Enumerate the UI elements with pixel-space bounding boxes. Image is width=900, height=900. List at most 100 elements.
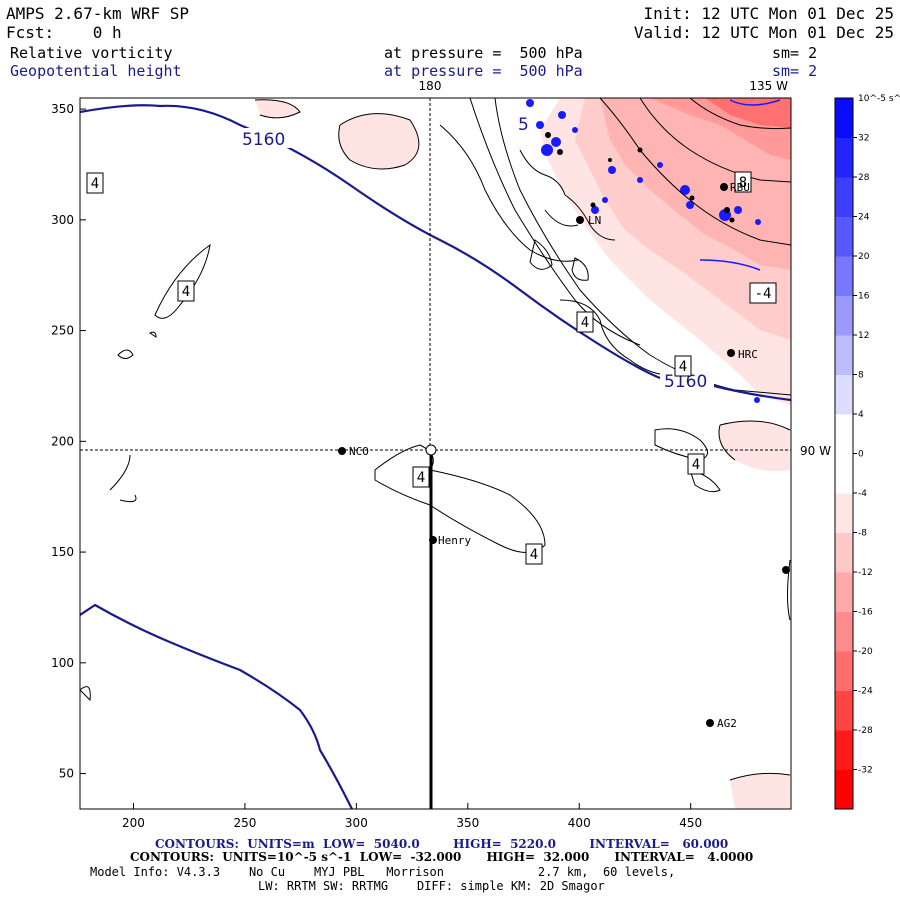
meridian-label-top-right: 135 W xyxy=(749,79,788,93)
colorbar-label: 32 xyxy=(858,134,869,144)
colorbar-label: 24 xyxy=(858,213,870,223)
svg-text:4: 4 xyxy=(530,547,538,563)
y-tick-label: 200 xyxy=(51,434,74,448)
x-tick-label: 450 xyxy=(679,816,702,830)
svg-text:-4: -4 xyxy=(755,286,772,302)
svg-text:4: 4 xyxy=(91,176,99,192)
x-tick-label: 200 xyxy=(122,816,145,830)
x-tick-label: 300 xyxy=(345,816,368,830)
vorticity-contour-info: CONTOURS: UNITS=10^-5 s^-1 LOW= -32.000 … xyxy=(130,850,754,864)
svg-text:AG2: AG2 xyxy=(717,717,737,730)
station-markers: NCO Henry HRC AG2 RBU LN xyxy=(338,181,790,730)
colorbar-segment xyxy=(835,572,853,612)
svg-text:LN: LN xyxy=(588,214,601,227)
y-tick-label: 300 xyxy=(51,213,74,227)
valid-time: Valid: 12 UTC Mon 01 Dec 25 xyxy=(633,23,894,42)
colorbar-label: 28 xyxy=(858,173,870,183)
y-tick-label: 100 xyxy=(51,656,74,670)
y-tick-label: 250 xyxy=(51,324,74,338)
colorbar-segment xyxy=(835,769,853,810)
height-contour-label: 5 xyxy=(518,115,529,135)
colorbar-segment xyxy=(835,611,853,652)
height-contour-info: CONTOURS: UNITS=m LOW= 5040.0 HIGH= 5220… xyxy=(155,837,729,851)
colorbar-segment xyxy=(835,651,853,691)
physics-info-line: LW: RRTM SW: RRTMG DIFF: simple KM: 2D S… xyxy=(258,879,605,893)
colorbar-unit-label: 10^-5 s^-1 xyxy=(858,94,900,104)
colorbar-segment xyxy=(835,690,853,731)
height-contours xyxy=(80,104,791,809)
svg-text:4: 4 xyxy=(692,457,700,473)
colorbar-segment xyxy=(835,177,853,217)
station-rbu: RBU xyxy=(720,181,750,194)
colorbar-label: -28 xyxy=(858,726,873,736)
vorticity-label-box: 4 xyxy=(86,172,104,194)
init-time: Init: 12 UTC Mon 01 Dec 25 xyxy=(643,4,894,23)
x-tick-label: 350 xyxy=(456,816,479,830)
colorbar-label: -12 xyxy=(858,568,873,578)
forecast-hour: Fcst: 0 h xyxy=(6,23,122,42)
station-ln: LN xyxy=(576,214,601,227)
field1-smoothing: sm= 2 xyxy=(772,44,818,62)
vorticity-field xyxy=(80,98,791,809)
model-title: AMPS 2.67-km WRF SP xyxy=(6,4,190,23)
svg-text:RBU: RBU xyxy=(730,181,750,194)
colorbar-label: 8 xyxy=(858,371,864,381)
colorbar-label: 4 xyxy=(858,410,864,420)
vorticity-label-box: 4 xyxy=(525,543,543,565)
field2-name: Geopotential height xyxy=(10,62,182,80)
y-axis-ticks: 350 300 250 200 150 100 50 xyxy=(51,102,86,781)
field1-level: at pressure = 500 hPa xyxy=(384,44,583,62)
field2-smoothing: sm= 2 xyxy=(772,62,818,80)
x-tick-label: 400 xyxy=(568,816,591,830)
colorbar-label: -8 xyxy=(858,529,867,539)
svg-text:8: 8 xyxy=(739,175,747,191)
svg-text:4: 4 xyxy=(581,315,589,331)
colorbar-segment xyxy=(835,98,853,138)
colorbar-label: 16 xyxy=(858,292,870,302)
reference-lines xyxy=(80,98,791,809)
model-info-line: Model Info: V4.3.3 No Cu MYJ PBL Morriso… xyxy=(90,865,676,879)
vorticity-label-box: 4 xyxy=(674,355,692,377)
colorbar-segment xyxy=(835,256,853,296)
field2-level: at pressure = 500 hPa xyxy=(384,62,583,80)
parallel-label-right: 90 W xyxy=(800,444,831,458)
colorbar: 32 28 24 20 16 12 8 4 0 -4 -8 -12 -16 -20 -24 -28 -32 xyxy=(834,97,873,810)
vorticity-label-box: 4 xyxy=(687,453,705,475)
svg-text:4: 4 xyxy=(417,470,425,486)
vorticity-label-box: 4 xyxy=(177,280,195,302)
y-tick-label: 150 xyxy=(51,545,74,559)
colorbar-segment xyxy=(835,335,853,375)
y-tick-label: 50 xyxy=(59,767,74,781)
plot-frame xyxy=(79,97,792,810)
colorbar-segment xyxy=(835,295,853,336)
svg-text:4: 4 xyxy=(679,359,687,375)
vorticity-label-box: 4 xyxy=(576,311,594,333)
height-contour-label: 5160 xyxy=(242,130,285,150)
x-tick-label: 250 xyxy=(233,816,256,830)
colorbar-segment xyxy=(835,453,853,494)
station-ag2: AG2 xyxy=(706,717,737,730)
height-contour-label: 5160 xyxy=(664,372,707,392)
colorbar-segment xyxy=(835,137,853,178)
colorbar-label: -16 xyxy=(858,608,873,618)
meridian-label-top: 180 xyxy=(419,79,442,93)
vorticity-label-box: 4 xyxy=(412,466,430,488)
colorbar-segment xyxy=(835,493,853,533)
colorbar-segment xyxy=(835,730,853,770)
colorbar-segment xyxy=(835,374,853,415)
colorbar-label: 0 xyxy=(858,450,864,460)
colorbar-label: -24 xyxy=(858,687,873,697)
colorbar-label: -20 xyxy=(858,647,873,657)
vorticity-label-box: 8 xyxy=(734,171,752,193)
station-unnamed xyxy=(782,566,790,574)
field1-name: Relative vorticity xyxy=(10,44,173,62)
colorbar-label: -4 xyxy=(858,489,867,499)
colorbar-segment xyxy=(835,532,853,573)
station-nco: NCO xyxy=(338,445,369,458)
x-axis-ticks: 200 250 300 350 400 450 xyxy=(122,803,702,830)
colorbar-segment xyxy=(835,216,853,257)
y-tick-label: 350 xyxy=(51,102,74,116)
colorbar-label: 12 xyxy=(858,331,869,341)
colorbar-segment xyxy=(835,414,853,454)
